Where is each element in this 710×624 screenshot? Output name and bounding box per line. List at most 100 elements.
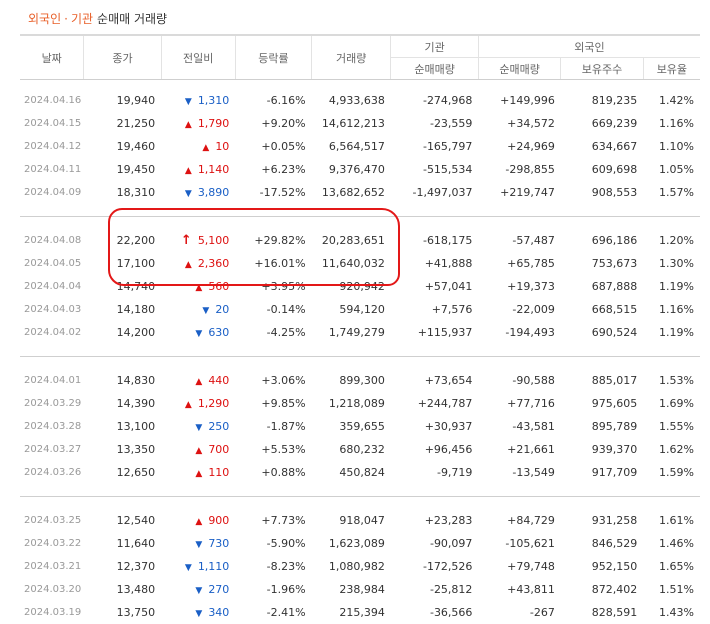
cell-date: 2024.03.20 xyxy=(20,578,84,601)
change-value: 340 xyxy=(208,606,229,619)
cell-foreign-ratio: 1.61% xyxy=(643,509,700,532)
triangle-down-icon: ▼ xyxy=(195,329,202,339)
cell-close: 14,740 xyxy=(84,275,161,298)
cell-close: 14,830 xyxy=(84,369,161,392)
cell-volume: 359,655 xyxy=(312,415,391,438)
cell-inst-net: +73,654 xyxy=(391,369,479,392)
cell-close: 14,200 xyxy=(84,321,161,344)
cell-foreign-shares: 634,667 xyxy=(561,135,643,158)
triangle-down-icon: ▼ xyxy=(195,423,202,433)
cell-change: ↑ 5,100 xyxy=(161,229,235,252)
cell-inst-net: -1,497,037 xyxy=(391,181,479,204)
cell-foreign-net: +24,969 xyxy=(478,135,560,158)
header-inst-net: 순매매량 xyxy=(391,58,479,80)
cell-change: ▲1,290 xyxy=(161,392,235,415)
cell-volume: 4,933,638 xyxy=(312,89,391,112)
cell-foreign-shares: 917,709 xyxy=(561,461,643,484)
cell-rate: -4.25% xyxy=(235,321,311,344)
cell-foreign-net: -194,493 xyxy=(478,321,560,344)
triangle-down-icon: ▼ xyxy=(195,540,202,550)
cell-volume: 20,283,651 xyxy=(312,229,391,252)
cell-foreign-shares: 908,553 xyxy=(561,181,643,204)
cell-foreign-shares: 872,402 xyxy=(561,578,643,601)
triangle-down-icon: ▼ xyxy=(202,306,209,316)
cell-inst-net: -23,559 xyxy=(391,112,479,135)
change-value: 5,100 xyxy=(198,234,230,247)
cell-foreign-ratio: 1.55% xyxy=(643,415,700,438)
cell-close: 22,200 xyxy=(84,229,161,252)
cell-foreign-net: -90,588 xyxy=(478,369,560,392)
tab-foreign[interactable]: 외국인 xyxy=(28,12,61,26)
cell-foreign-shares: 895,789 xyxy=(561,415,643,438)
change-value: 250 xyxy=(208,420,229,433)
cell-foreign-ratio: 1.43% xyxy=(643,601,700,624)
triangle-up-icon: ▲ xyxy=(202,143,209,153)
cell-volume: 1,080,982 xyxy=(312,555,391,578)
tab-institution[interactable]: 기관 xyxy=(71,12,93,26)
cell-date: 2024.04.09 xyxy=(20,181,84,204)
cell-close: 19,450 xyxy=(84,158,161,181)
cell-foreign-ratio: 1.51% xyxy=(643,578,700,601)
header-foreign-net: 순매매량 xyxy=(478,58,560,80)
cell-inst-net: +244,787 xyxy=(391,392,479,415)
cell-foreign-net: +219,747 xyxy=(478,181,560,204)
cell-change: ▲110 xyxy=(161,461,235,484)
cell-inst-net: -618,175 xyxy=(391,229,479,252)
cell-rate: -0.14% xyxy=(235,298,311,321)
cell-inst-net: -515,534 xyxy=(391,158,479,181)
cell-date: 2024.04.11 xyxy=(20,158,84,181)
triangle-up-icon: ▲ xyxy=(195,283,202,293)
cell-change: ▼270 xyxy=(161,578,235,601)
cell-foreign-net: +84,729 xyxy=(478,509,560,532)
group-spacer xyxy=(20,217,700,230)
group-divider xyxy=(20,204,700,217)
cell-date: 2024.04.16 xyxy=(20,89,84,112)
cell-date: 2024.04.03 xyxy=(20,298,84,321)
cell-foreign-net: -57,487 xyxy=(478,229,560,252)
cell-foreign-shares: 952,150 xyxy=(561,555,643,578)
cell-foreign-shares: 819,235 xyxy=(561,89,643,112)
cell-close: 12,650 xyxy=(84,461,161,484)
header-foreign-shares: 보유주수 xyxy=(561,58,643,80)
cell-foreign-ratio: 1.19% xyxy=(643,275,700,298)
cell-close: 18,310 xyxy=(84,181,161,204)
change-value: 270 xyxy=(208,583,229,596)
cell-foreign-ratio: 1.46% xyxy=(643,532,700,555)
cell-foreign-ratio: 1.62% xyxy=(643,438,700,461)
cell-foreign-net: -105,621 xyxy=(478,532,560,555)
cell-foreign-net: +79,748 xyxy=(478,555,560,578)
cell-close: 19,460 xyxy=(84,135,161,158)
cell-inst-net: +96,456 xyxy=(391,438,479,461)
cell-volume: 9,376,470 xyxy=(312,158,391,181)
upper-limit-arrow-icon: ↑ xyxy=(181,233,192,248)
cell-date: 2024.03.26 xyxy=(20,461,84,484)
cell-inst-net: -9,719 xyxy=(391,461,479,484)
cell-rate: +0.05% xyxy=(235,135,311,158)
cell-date: 2024.04.08 xyxy=(20,229,84,252)
cell-rate: +9.20% xyxy=(235,112,311,135)
cell-close: 13,480 xyxy=(84,578,161,601)
change-value: 1,110 xyxy=(198,560,230,573)
cell-foreign-net: +77,716 xyxy=(478,392,560,415)
cell-inst-net: +30,937 xyxy=(391,415,479,438)
cell-change: ▼730 xyxy=(161,532,235,555)
cell-foreign-ratio: 1.42% xyxy=(643,89,700,112)
cell-volume: 1,749,279 xyxy=(312,321,391,344)
cell-foreign-shares: 687,888 xyxy=(561,275,643,298)
cell-rate: +3.06% xyxy=(235,369,311,392)
cell-close: 19,940 xyxy=(84,89,161,112)
cell-foreign-shares: 885,017 xyxy=(561,369,643,392)
cell-foreign-ratio: 1.69% xyxy=(643,392,700,415)
cell-foreign-net: +43,811 xyxy=(478,578,560,601)
triangle-up-icon: ▲ xyxy=(185,260,192,270)
